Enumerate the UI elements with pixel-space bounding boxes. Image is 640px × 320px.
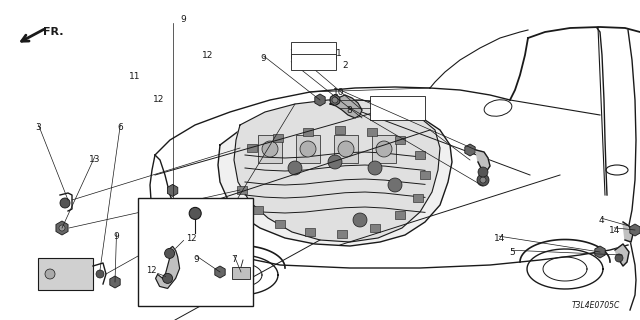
Polygon shape [234,100,440,242]
Bar [395,136,405,144]
Text: FR.: FR. [44,27,64,37]
Bar [335,126,345,134]
Text: 3: 3 [36,123,41,132]
Text: 1: 1 [337,49,342,58]
Bar [273,134,283,142]
Bar [305,228,315,236]
Polygon shape [218,107,452,246]
Circle shape [288,161,302,175]
Bar [232,267,250,279]
Bar [370,224,380,232]
Circle shape [59,225,65,231]
Circle shape [330,95,340,105]
Polygon shape [623,222,633,242]
Bar [415,151,425,159]
Text: 4: 4 [599,216,604,225]
Circle shape [164,248,175,259]
Bar [370,96,425,120]
Text: 5: 5 [509,248,515,257]
Bar [337,230,347,238]
Text: 12: 12 [202,51,214,60]
Polygon shape [476,150,490,172]
Text: 2: 2 [343,61,348,70]
Circle shape [388,178,402,192]
Circle shape [163,273,173,284]
Text: 9: 9 [261,54,266,63]
Circle shape [353,213,367,227]
Bar [334,135,358,163]
Bar [253,206,263,214]
Text: 12: 12 [146,266,156,275]
Text: 14: 14 [493,234,505,243]
Circle shape [300,141,316,157]
Text: 11: 11 [129,72,140,81]
Bar [38,258,93,290]
Bar [258,135,282,163]
Bar [291,54,336,70]
Text: 8: 8 [346,106,351,115]
Bar [420,171,430,179]
Bar [413,194,423,202]
Circle shape [328,155,342,169]
Text: 10: 10 [333,88,345,97]
Circle shape [376,141,392,157]
Circle shape [480,177,486,183]
Bar [275,220,285,228]
Text: 13: 13 [89,156,100,164]
Bar [291,42,336,58]
Text: 6: 6 [118,123,123,132]
Bar [372,135,396,163]
Text: 9: 9 [194,255,199,264]
Circle shape [189,207,201,220]
Text: 9: 9 [181,15,186,24]
Circle shape [478,167,488,177]
Bar [303,128,313,136]
Bar [247,144,257,152]
Bar [296,135,320,163]
Circle shape [96,270,104,278]
Bar [138,198,253,306]
Circle shape [368,161,382,175]
Bar [367,128,377,136]
Circle shape [60,198,70,208]
Text: 9: 9 [114,232,119,241]
Text: 12: 12 [153,95,164,104]
Text: 12: 12 [186,234,196,243]
Polygon shape [615,244,629,266]
Circle shape [338,141,354,157]
Circle shape [332,97,338,103]
Circle shape [262,141,278,157]
Circle shape [45,269,55,279]
Circle shape [477,174,489,186]
Text: T3L4E0705C: T3L4E0705C [572,301,620,310]
Polygon shape [156,246,180,288]
Text: 14: 14 [609,226,620,235]
Circle shape [615,254,623,262]
Polygon shape [330,95,362,118]
Text: 7: 7 [232,255,237,264]
Bar [237,186,247,194]
Bar [395,211,405,219]
